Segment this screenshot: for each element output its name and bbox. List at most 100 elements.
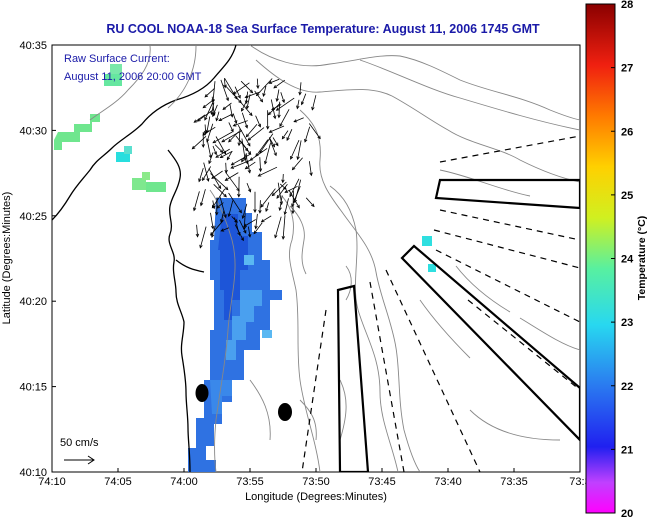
current-vector-head (266, 126, 270, 130)
current-vector (269, 138, 277, 156)
current-vector-head (202, 132, 207, 136)
current-vector (222, 102, 232, 110)
current-vector (263, 85, 267, 97)
current-vector (268, 78, 280, 84)
current-vector (284, 185, 298, 193)
current-vector (204, 124, 207, 134)
current-vector-head (225, 97, 229, 102)
current-vector-head (198, 178, 202, 183)
current-vector (305, 197, 315, 207)
current-vector-head (230, 162, 235, 166)
current-vector (280, 92, 285, 103)
colorbar-tick-label: 27 (621, 63, 633, 75)
current-vector (192, 136, 207, 150)
current-vector-head (241, 108, 245, 112)
current-vector (279, 183, 287, 190)
current-vector-head (243, 229, 247, 234)
current-vector (203, 162, 209, 182)
current-vector (253, 222, 263, 234)
current-vector-head (215, 117, 219, 122)
current-vector-head (284, 189, 289, 193)
current-vector-head (275, 107, 280, 111)
current-vector-head (223, 193, 227, 198)
current-vector-head (311, 106, 315, 111)
current-vector-head (262, 93, 266, 97)
current-vector-head (202, 104, 207, 109)
current-vector (286, 129, 293, 141)
current-vector (268, 137, 275, 147)
current-vector (226, 151, 233, 160)
current-vector-head (237, 193, 241, 198)
current-vector (220, 150, 233, 158)
current-vector (290, 139, 300, 160)
current-vector-head (291, 210, 295, 215)
current-annotation-line2: August 11, 2006 20:00 GMT (64, 71, 202, 83)
current-vector (208, 168, 222, 189)
current-vector (264, 142, 271, 165)
current-vector (210, 212, 214, 229)
current-vector-head (208, 160, 212, 165)
current-vector-head (274, 234, 278, 239)
current-vector (248, 226, 251, 237)
current-vector-head (291, 203, 295, 208)
current-vector-head (212, 139, 217, 144)
current-vector (269, 125, 285, 133)
current-vector-head (228, 138, 232, 143)
current-vector-head (281, 99, 285, 104)
current-vector-head (254, 225, 258, 230)
current-vector-head (226, 156, 231, 161)
current-vector-head (244, 147, 249, 152)
current-vector-head (222, 106, 227, 111)
current-vector (260, 188, 276, 208)
current-vector (211, 96, 215, 116)
current-vector-head (234, 95, 238, 100)
current-vector (279, 195, 283, 211)
colorbar-label: Temperature (°C) (636, 216, 648, 301)
survey-box-east (434, 178, 580, 210)
current-vector (206, 123, 214, 142)
current-vector-head (296, 204, 300, 209)
colorbar-tick-label: 28 (621, 0, 633, 11)
current-vector-head (276, 195, 280, 199)
current-vector (214, 144, 224, 153)
current-vector-head (247, 188, 252, 193)
x-tick-label: 73:3 (569, 476, 590, 488)
current-vector (254, 90, 263, 103)
current-vector-head (237, 94, 241, 99)
current-vector-head (232, 123, 237, 127)
current-vector (284, 198, 289, 215)
current-vector (240, 80, 253, 93)
current-vector (239, 219, 247, 234)
current-vector-head (224, 186, 229, 191)
current-vector (311, 95, 317, 110)
current-vector (212, 131, 233, 144)
current-vector (259, 157, 261, 172)
current-vector-head (247, 137, 252, 141)
current-vector (224, 78, 238, 100)
current-vector-head (244, 100, 249, 105)
current-vector-head (223, 84, 227, 89)
current-vector-head (211, 175, 215, 179)
current-vector-head (230, 165, 235, 169)
current-vector (247, 127, 265, 141)
current-vector-head (264, 160, 268, 165)
current-vector (256, 78, 273, 96)
current-vector (268, 103, 281, 115)
bathymetry-contours (89, 45, 580, 472)
current-vector-head (212, 205, 216, 210)
current-vector (282, 215, 286, 240)
current-vector-head (244, 165, 249, 170)
current-vector (206, 139, 212, 158)
current-vector (272, 181, 287, 196)
current-vector (202, 99, 214, 109)
current-vector (233, 82, 250, 95)
current-vector-head (271, 106, 275, 111)
current-vector-head (206, 138, 210, 143)
current-vector-head (296, 156, 300, 161)
current-vector (279, 109, 290, 127)
current-vector-head (195, 233, 200, 238)
x-tick-label: 74:05 (104, 476, 132, 488)
colorbar-ticks: 28 27 26 25 24 23 22 21 20 (611, 0, 634, 518)
current-vector (213, 184, 227, 198)
